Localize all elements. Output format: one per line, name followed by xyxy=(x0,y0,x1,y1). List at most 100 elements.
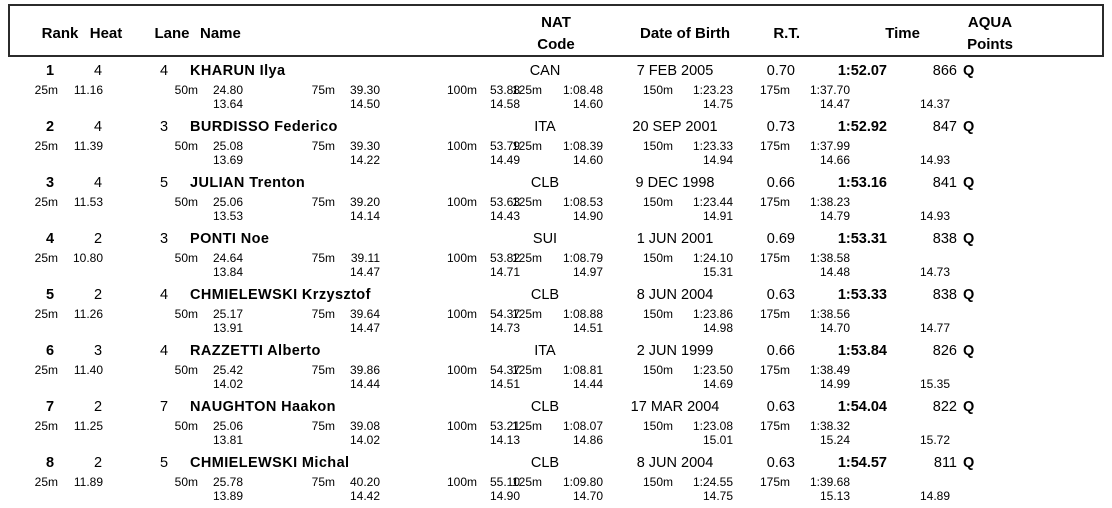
segment-value-100m: 14.71 xyxy=(489,265,520,279)
segment-value-125m: 14.44 xyxy=(572,377,603,391)
column-header-nat-code: Code xyxy=(537,36,575,53)
split-label-175m: 175m xyxy=(759,307,790,321)
segment-value-125m: 14.60 xyxy=(572,153,603,167)
date-of-birth-cell: 17 MAR 2004 xyxy=(630,399,720,415)
split-value-150m: 1:23.86 xyxy=(692,307,733,321)
segment-value-125m: 14.97 xyxy=(572,265,603,279)
split-value-50m: 25.06 xyxy=(212,419,243,433)
qualified-badge: Q xyxy=(963,287,975,303)
segment-value-75m: 14.42 xyxy=(349,489,380,503)
segment-value-175m: 14.48 xyxy=(819,265,850,279)
aqua-points-cell: 847 xyxy=(932,119,957,135)
segment-value-100m: 14.58 xyxy=(489,97,520,111)
lane-cell: 5 xyxy=(159,455,169,471)
split-value-175m: 1:39.68 xyxy=(809,475,850,489)
aqua-points-cell: 838 xyxy=(932,287,957,303)
split-value-125m: 1:08.53 xyxy=(562,195,603,209)
split-label-75m: 75m xyxy=(311,363,335,377)
segment-value-175m: 15.24 xyxy=(819,433,850,447)
split-label-100m: 100m xyxy=(446,195,477,209)
split-label-175m: 175m xyxy=(759,195,790,209)
split-value-25m: 11.25 xyxy=(73,419,103,433)
swimmer-name: JULIAN Trenton xyxy=(190,175,306,191)
aqua-points-cell: 841 xyxy=(932,175,957,191)
split-label-50m: 50m xyxy=(174,363,198,377)
column-header-rank: Rank xyxy=(41,25,79,42)
result-row: 6 3 4 RAZZETTI Alberto ITA 2 JUN 1999 0.… xyxy=(0,340,1112,396)
split-value-50m: 25.17 xyxy=(212,307,243,321)
aqua-points-cell: 826 xyxy=(932,343,957,359)
split-label-50m: 50m xyxy=(174,475,198,489)
rank-cell: 6 xyxy=(45,343,55,359)
split-value-125m: 1:08.81 xyxy=(562,363,603,377)
split-label-75m: 75m xyxy=(311,419,335,433)
segment-value-50m: 13.53 xyxy=(212,209,243,223)
nat-code-cell: ITA xyxy=(534,119,556,135)
lane-cell: 3 xyxy=(159,119,169,135)
segment-value-200m: 14.93 xyxy=(919,153,950,167)
segment-value-175m: 14.79 xyxy=(819,209,850,223)
reaction-time-cell: 0.69 xyxy=(766,231,795,247)
segment-value-175m: 14.47 xyxy=(819,97,850,111)
split-label-25m: 25m xyxy=(34,475,58,489)
qualified-badge: Q xyxy=(963,399,975,415)
split-label-25m: 25m xyxy=(34,251,58,265)
qualified-badge: Q xyxy=(963,63,975,79)
date-of-birth-cell: 2 JUN 1999 xyxy=(636,343,714,359)
split-value-150m: 1:24.55 xyxy=(692,475,733,489)
segment-value-150m: 15.31 xyxy=(702,265,733,279)
split-label-125m: 125m xyxy=(511,83,542,97)
segment-value-75m: 14.44 xyxy=(349,377,380,391)
segment-value-200m: 14.89 xyxy=(919,489,950,503)
split-label-75m: 75m xyxy=(311,307,335,321)
split-label-150m: 150m xyxy=(642,363,673,377)
swimmer-name: KHARUN Ilya xyxy=(190,63,286,79)
split-label-25m: 25m xyxy=(34,363,58,377)
split-label-150m: 150m xyxy=(642,419,673,433)
qualified-badge: Q xyxy=(963,231,975,247)
rank-cell: 5 xyxy=(45,287,55,303)
split-value-25m: 11.39 xyxy=(73,139,103,153)
segment-value-125m: 14.51 xyxy=(572,321,603,335)
aqua-points-cell: 866 xyxy=(932,63,957,79)
split-label-150m: 150m xyxy=(642,251,673,265)
split-value-100m: 53.21 xyxy=(489,419,520,433)
split-label-100m: 100m xyxy=(446,307,477,321)
final-time-cell: 1:53.84 xyxy=(837,343,887,359)
split-label-75m: 75m xyxy=(311,139,335,153)
segment-value-175m: 14.99 xyxy=(819,377,850,391)
final-time-cell: 1:54.57 xyxy=(837,455,887,471)
split-value-50m: 24.64 xyxy=(212,251,243,265)
split-label-125m: 125m xyxy=(511,195,542,209)
split-value-50m: 25.08 xyxy=(212,139,243,153)
segment-value-150m: 14.69 xyxy=(702,377,733,391)
nat-code-cell: ITA xyxy=(534,343,556,359)
swimmer-name: RAZZETTI Alberto xyxy=(190,343,321,359)
split-value-150m: 1:23.33 xyxy=(692,139,733,153)
segment-value-75m: 14.47 xyxy=(349,265,380,279)
split-value-75m: 39.64 xyxy=(349,307,380,321)
split-label-100m: 100m xyxy=(446,475,477,489)
date-of-birth-cell: 8 JUN 2004 xyxy=(636,287,714,303)
split-label-50m: 50m xyxy=(174,307,198,321)
heat-cell: 4 xyxy=(93,63,103,79)
qualified-badge: Q xyxy=(963,175,975,191)
column-header-date-of-birth: Date of Birth xyxy=(640,25,730,42)
lane-cell: 4 xyxy=(159,287,169,303)
split-value-175m: 1:37.70 xyxy=(809,83,850,97)
split-value-100m: 53.63 xyxy=(489,195,520,209)
split-value-125m: 1:08.48 xyxy=(562,83,603,97)
split-value-75m: 39.20 xyxy=(349,195,380,209)
split-value-50m: 25.06 xyxy=(212,195,243,209)
split-label-150m: 150m xyxy=(642,139,673,153)
segment-value-50m: 13.81 xyxy=(212,433,243,447)
swimmer-name: CHMIELEWSKI Krzysztof xyxy=(190,287,371,303)
column-header-time: Time xyxy=(885,25,920,42)
results-table-header: Rank Heat Lane Name NAT Code Date of Bir… xyxy=(8,4,1104,57)
lane-cell: 4 xyxy=(159,63,169,79)
rank-cell: 7 xyxy=(45,399,55,415)
split-label-25m: 25m xyxy=(34,419,58,433)
result-row: 1 4 4 KHARUN Ilya CAN 7 FEB 2005 0.70 1:… xyxy=(0,60,1112,116)
split-value-150m: 1:23.08 xyxy=(692,419,733,433)
